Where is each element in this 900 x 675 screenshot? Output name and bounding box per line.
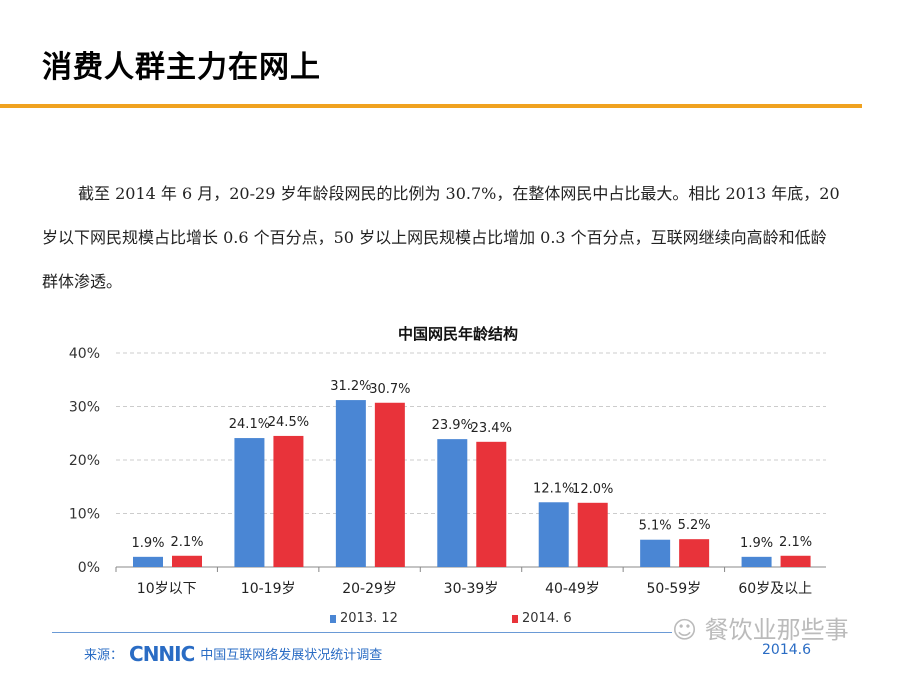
x-tick-label: 10-19岁 [241,581,296,597]
legend-item-2014-6: 2014. 6 [512,611,572,626]
bar-2013-12 [335,400,366,567]
data-label: 5.1% [639,519,672,534]
bar-2014-6 [476,441,507,567]
legend-item-2013-12: 2013. 12 [330,611,398,626]
x-tick-label: 30-39岁 [444,581,499,597]
bar-2013-12 [741,556,772,567]
data-label: 1.9% [740,536,773,551]
bar-2013-12 [234,438,265,567]
bar-2014-6 [374,402,405,567]
data-label: 12.1% [533,481,574,496]
title-divider [0,104,862,108]
watermark-text: 餐饮业那些事 [704,616,849,644]
y-tick-label: 30% [69,400,100,416]
y-tick-label: 40% [69,346,100,362]
legend-label: 2013. 12 [340,611,398,626]
data-label: 30.7% [369,382,410,397]
bar-2013-12 [538,502,569,567]
y-tick-label: 10% [69,507,100,523]
wechat-icon: ☺ [672,616,705,644]
data-label: 2.1% [779,535,812,550]
x-tick-label: 40-49岁 [545,581,600,597]
data-label: 23.4% [471,421,512,436]
bar-2014-6 [172,555,202,567]
x-tick-label: 60岁及以上 [738,581,812,597]
data-label: 31.2% [330,379,371,394]
y-tick-label: 20% [69,453,100,469]
y-tick-label: 0% [78,560,100,576]
bar-2013-12 [640,539,671,567]
watermark: ☺ 餐饮业那些事 [672,610,849,645]
bar-2013-12 [133,556,163,567]
bar-2013-12 [437,439,468,567]
source: 来源： CNNIC 中国互联网络发展状况统计调查 [84,642,382,666]
legend-swatch [512,614,518,623]
x-tick-label: 10岁以下 [137,581,197,597]
bar-2014-6 [679,539,710,567]
chart-title: 中国网民年龄结构 [398,325,518,343]
cnnic-logo: CNNIC [129,642,195,666]
x-tick-label: 20-29岁 [342,581,397,597]
slide-title: 消费人群主力在网上 [42,50,321,85]
footer-divider [52,632,672,633]
data-label: 23.9% [432,418,473,433]
report-date: 2014.6 [762,642,811,658]
source-label: 来源： [84,648,124,663]
legend-swatch [330,614,336,623]
bar-2014-6 [577,502,608,567]
source-text: 中国互联网络发展状况统计调查 [200,648,383,663]
description-paragraph: 截至 2014 年 6 月，20-29 岁年龄段网民的比例为 30.7%，在整体… [42,184,840,291]
bar-2014-6 [273,435,304,567]
x-tick-label: 50-59岁 [647,581,702,597]
data-label: 12.0% [572,482,613,497]
legend-label: 2014. 6 [522,611,572,626]
data-label: 24.1% [229,417,270,432]
data-label: 24.5% [268,415,309,430]
bar-2014-6 [780,555,811,567]
data-label: 1.9% [131,536,164,551]
data-label: 5.2% [678,518,711,533]
data-label: 2.1% [170,535,203,550]
